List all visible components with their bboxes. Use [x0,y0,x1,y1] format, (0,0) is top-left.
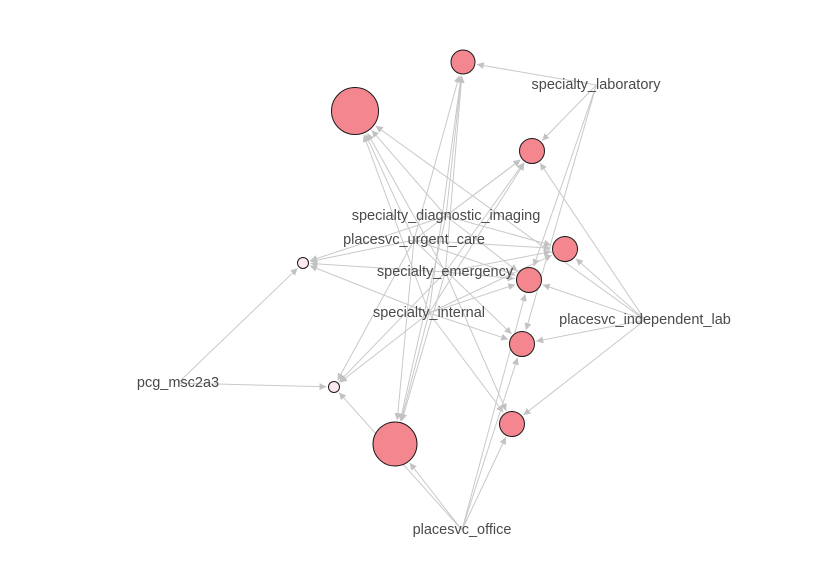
edge-arrow [177,267,298,384]
edge-arrow [413,239,512,335]
edge-arrow [523,319,646,416]
edge-arrow [541,84,597,141]
edge-arrow [461,357,519,531]
edge-arrow [539,162,646,321]
node-label-specialty-laboratory[interactable]: specialty_laboratory [532,77,662,93]
node-label-specialty-diagnostic-imaging[interactable]: specialty_diagnostic_imaging [352,208,541,224]
edge-arrow [532,84,597,267]
edge-arrow [444,271,507,411]
labels-layer: specialty_laboratory specialty_diagnosti… [137,77,731,538]
edge-arrow [428,283,516,314]
edge-arrow [309,215,447,262]
edge-arrow [339,312,430,383]
edge-arrow [365,133,415,241]
edge-arrow [428,312,504,413]
edge-arrow [413,75,461,241]
edge-arrow [413,239,551,252]
graph-node[interactable] [450,49,476,75]
node-label-placesvc-office[interactable]: placesvc_office [413,522,512,538]
edge-arrow [445,249,551,273]
edge-arrow [542,283,646,321]
edge-arrow [310,239,415,264]
graph-node[interactable] [328,381,340,393]
node-label-pcg-msc2a3[interactable]: pcg_msc2a3 [137,375,219,391]
edge-arrow [398,215,447,421]
edge-arrow [428,162,525,314]
edge-arrow [399,312,430,421]
edge-arrow [445,271,515,282]
edge-arrow [337,239,415,381]
edge-arrow [338,271,446,382]
graph-node[interactable] [509,331,535,357]
node-label-specialty-emergency[interactable]: specialty_emergency [377,264,514,280]
edge-arrow [413,159,521,241]
edge-arrow [536,319,646,344]
edge-arrow [375,125,646,321]
edge-arrow [444,75,465,273]
edge-arrow [371,129,447,217]
graph-node[interactable] [516,267,542,293]
edge-arrow [428,312,509,341]
edge-arrow [409,462,463,531]
node-label-placesvc-independent-lab[interactable]: placesvc_independent_lab [559,312,731,328]
edge-arrow [428,254,553,314]
edges-layer [177,62,646,531]
node-label-specialty-internal[interactable]: specialty_internal [373,305,485,321]
edge-arrow [362,134,430,314]
graph-node[interactable] [552,236,578,262]
edge-arrow [309,265,430,314]
edge-arrow [461,436,507,531]
node-label-placesvc-urgent-care[interactable]: placesvc_urgent_care [343,232,485,248]
graph-node[interactable] [372,421,418,467]
edge-arrow [476,62,597,86]
edge-arrow [444,162,524,273]
graph-node[interactable] [331,87,379,135]
edge-arrow [177,382,327,391]
edge-arrow [367,132,446,273]
edge-arrow [310,260,446,273]
graph-node[interactable] [297,257,309,269]
edge-arrow [445,75,465,217]
graph-node[interactable] [519,138,545,164]
nodes-layer [297,49,578,467]
edge-arrow [575,258,646,321]
edge-arrow [400,271,446,422]
graph-node[interactable] [499,411,525,437]
edge-arrow [428,75,464,314]
